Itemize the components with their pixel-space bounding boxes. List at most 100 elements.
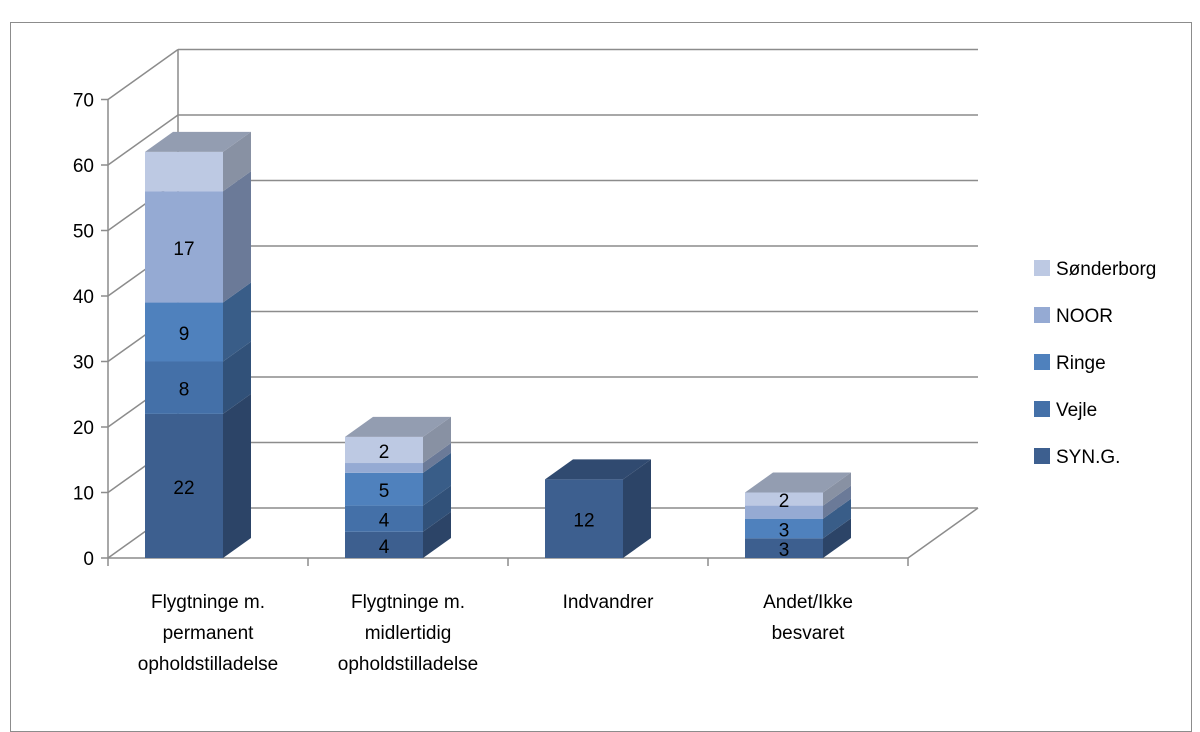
data-label: 22: [173, 478, 194, 499]
gridline-diagonal: [107, 114, 179, 166]
bar-side: [223, 341, 251, 414]
bar-front: [145, 191, 223, 303]
data-label: 4: [379, 537, 390, 558]
bar-segment: 8: [145, 341, 251, 414]
legend-swatch: [1034, 307, 1050, 323]
bar-segment: 4: [345, 511, 451, 558]
gridline-diagonal: [107, 48, 179, 101]
legend: Sønderborg NOOR Ringe Vejle SYN.G.: [1034, 259, 1156, 468]
y-tick-label: 0: [83, 549, 94, 570]
bar-front: [345, 531, 423, 558]
bar-top: [745, 472, 851, 493]
bar-segment: 17: [145, 171, 251, 303]
category-label: permanent: [163, 623, 255, 644]
category-label: Flygtninge m.: [151, 592, 265, 613]
bar-front: [345, 505, 423, 532]
category-label: besvaret: [772, 623, 846, 644]
bar-segment: [145, 131, 251, 192]
y-tick-label: 40: [73, 287, 94, 308]
bar-front: [145, 302, 223, 362]
legend-item: Ringe: [1034, 353, 1106, 374]
bar-side: [423, 511, 451, 558]
data-label: 2: [379, 442, 390, 463]
bar-top: [145, 131, 251, 152]
category-label: opholdstilladelse: [338, 654, 479, 675]
bar-top: [545, 459, 651, 480]
legend-swatch: [1034, 260, 1050, 276]
bar-segment: 9: [145, 282, 251, 362]
bar-top: [345, 416, 451, 437]
bar-segment: 12: [545, 459, 651, 558]
bar-segment: 3: [745, 518, 851, 561]
legend-label: NOOR: [1056, 306, 1113, 327]
legend-label: SYN.G.: [1056, 447, 1120, 468]
y-tick-label: 60: [73, 156, 94, 177]
y-tick-label: 70: [73, 91, 94, 112]
data-label: 12: [573, 511, 594, 532]
data-label: 5: [379, 481, 390, 502]
bar-side: [823, 518, 851, 558]
legend-item: Sønderborg: [1034, 259, 1156, 280]
data-label: 9: [179, 324, 190, 345]
bar-front: [745, 538, 823, 558]
legend-label: Vejle: [1056, 400, 1097, 421]
bar-front: [345, 472, 423, 506]
bar-segment: [345, 443, 451, 473]
category-label: Indvandrer: [563, 592, 655, 613]
legend-swatch: [1034, 354, 1050, 370]
data-label: 3: [779, 540, 790, 561]
bar-side: [823, 498, 851, 539]
bar-stack: 22 8 9 17: [145, 131, 251, 558]
floor-right-edge: [907, 507, 979, 559]
bar-front: [745, 505, 823, 519]
bar-front: [745, 518, 823, 539]
bar-side: [823, 472, 851, 506]
y-tick-label: 30: [73, 353, 94, 374]
category-label: Flygtninge m.: [351, 592, 465, 613]
category-label: Andet/Ikke: [763, 592, 853, 613]
bar-segment: 22: [145, 393, 251, 558]
bar-side: [423, 443, 451, 473]
bar-side: [823, 485, 851, 519]
bar-front: [345, 436, 423, 464]
bar-front: [145, 413, 223, 558]
category-label: midlertidig: [365, 623, 452, 644]
bar-front: [545, 479, 623, 558]
bar-side: [223, 393, 251, 558]
bar-stack: 4 4 5 2: [345, 416, 451, 558]
data-label: 2: [779, 491, 790, 512]
bar-side: [223, 131, 251, 192]
bar-side: [223, 171, 251, 303]
bar-segment: 2: [745, 472, 851, 512]
data-label: 3: [779, 521, 790, 542]
data-label: 4: [379, 511, 390, 532]
y-tick-label: 50: [73, 222, 94, 243]
bar-segment: [745, 485, 851, 519]
bar-front: [345, 463, 423, 473]
y-axis: 0 10 20 30 40 50 60 70: [73, 91, 109, 570]
legend-item: SYN.G.: [1034, 447, 1120, 468]
y-tick-label: 20: [73, 418, 94, 439]
bar-segment: 3: [745, 498, 851, 542]
bar-stacks: 22 8 9 17 4 4 5 2 12 33 2: [145, 131, 851, 561]
category-labels: Flygtninge m. permanent opholdstilladelse F…: [138, 592, 853, 675]
category-label: opholdstilladelse: [138, 654, 279, 675]
bar-stack: 33 2: [745, 472, 851, 561]
bar-front: [145, 151, 223, 192]
bar-stack: 12: [545, 459, 651, 558]
legend-label: Sønderborg: [1056, 259, 1156, 280]
legend-swatch: [1034, 401, 1050, 417]
bar-segment: 5: [345, 452, 451, 506]
bar-front: [145, 361, 223, 414]
legend-item: Vejle: [1034, 400, 1097, 421]
bar-segment: 4: [345, 485, 451, 532]
chart-area: 0 10 20 30 40 50 60 70 22 8 9 17 4 4 5 2 12 33 2 Flygtnin…: [73, 48, 1156, 675]
legend-label: Ringe: [1056, 353, 1106, 374]
legend-swatch: [1034, 448, 1050, 464]
legend-item: NOOR: [1034, 306, 1113, 327]
y-tick-label: 10: [73, 484, 94, 505]
gridlines: [107, 48, 979, 559]
bar-segment: 2: [345, 416, 451, 464]
data-label: 17: [173, 239, 194, 260]
bar-side: [423, 485, 451, 532]
